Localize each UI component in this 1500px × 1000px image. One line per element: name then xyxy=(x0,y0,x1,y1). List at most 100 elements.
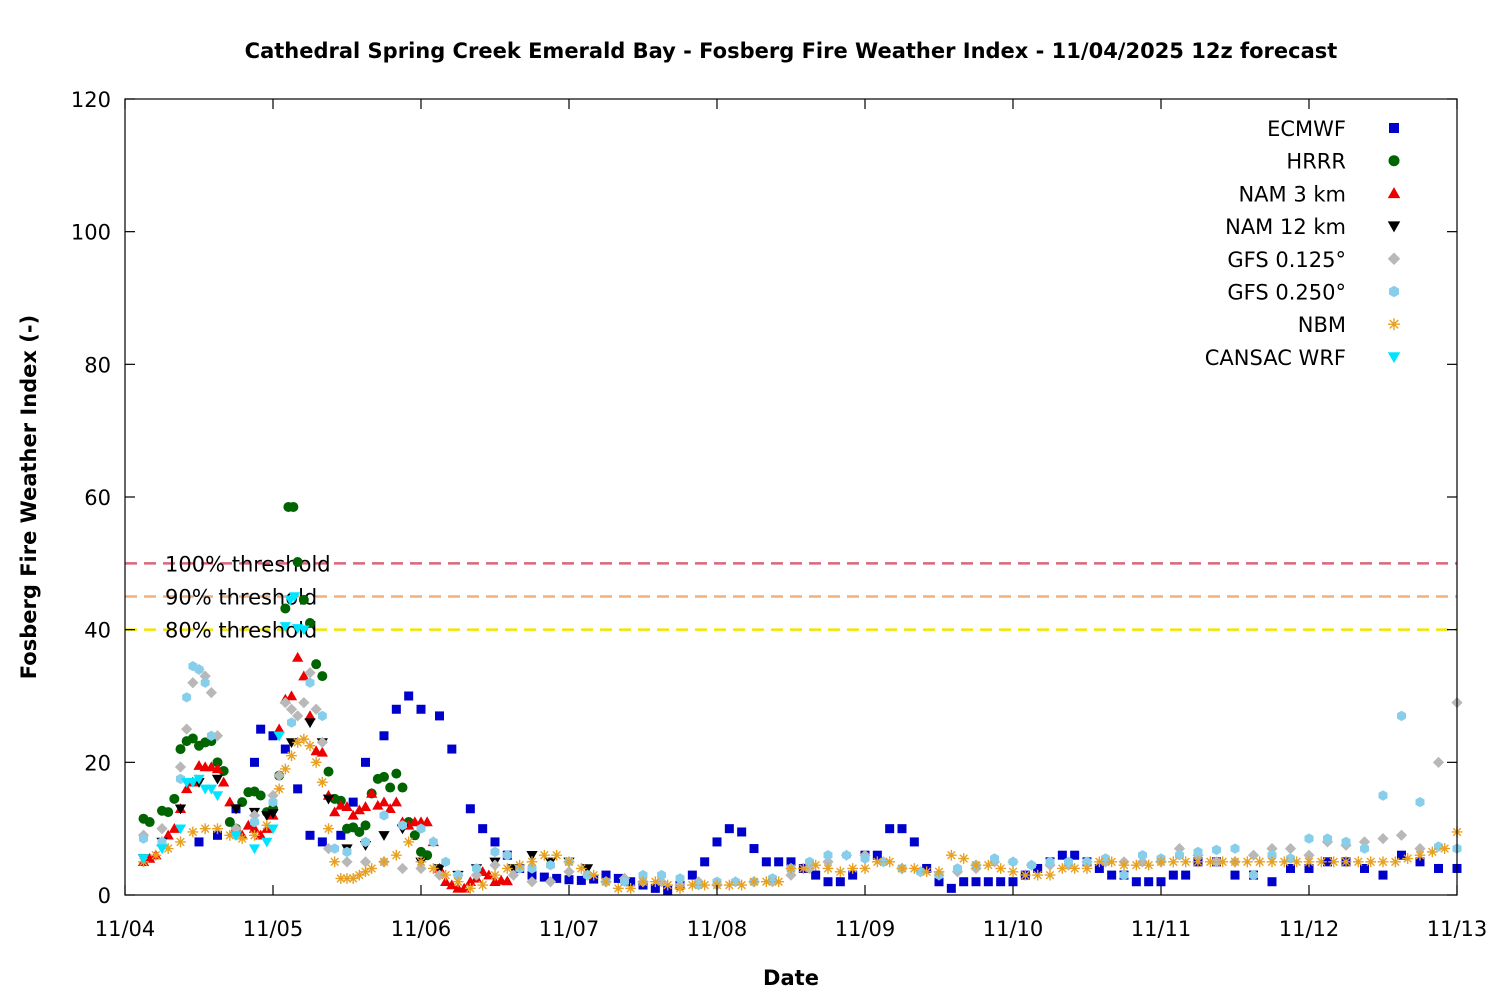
data-point xyxy=(218,765,229,776)
data-point xyxy=(1156,877,1166,887)
data-point xyxy=(230,831,242,841)
data-point xyxy=(341,856,353,868)
data-point xyxy=(563,856,575,868)
data-point xyxy=(1439,843,1451,854)
data-point xyxy=(305,830,315,840)
data-point xyxy=(341,801,353,811)
data-point xyxy=(916,866,925,877)
data-point xyxy=(465,804,475,814)
data-point xyxy=(316,736,328,749)
data-point xyxy=(1064,856,1073,867)
data-point xyxy=(236,833,248,845)
data-point xyxy=(847,863,859,874)
data-point xyxy=(1358,836,1371,848)
data-point xyxy=(248,844,261,855)
data-point xyxy=(564,875,574,885)
data-point xyxy=(390,796,402,807)
legend-label: NAM 3 km xyxy=(1238,182,1346,206)
data-point xyxy=(292,557,303,568)
data-point xyxy=(1303,849,1315,861)
data-point xyxy=(612,882,624,894)
data-point xyxy=(958,853,970,864)
legend-marker xyxy=(1387,252,1401,266)
data-point xyxy=(391,704,401,714)
data-point xyxy=(909,837,919,847)
data-point xyxy=(694,879,703,891)
data-point xyxy=(211,763,224,774)
data-point xyxy=(1192,856,1204,868)
data-point xyxy=(440,869,452,881)
data-point xyxy=(1119,869,1129,881)
data-point xyxy=(1008,877,1018,887)
data-point xyxy=(933,866,945,878)
data-point xyxy=(353,804,365,815)
data-point xyxy=(477,879,489,891)
data-point xyxy=(1315,856,1327,868)
data-point xyxy=(1397,710,1406,722)
axes-layer: 0 20 40 60 80 100 120 11/04 11/05 11/06 11/07 11/08… xyxy=(71,88,1487,941)
data-point xyxy=(174,804,187,815)
data-point xyxy=(268,797,278,808)
data-point xyxy=(261,811,273,822)
data-point xyxy=(842,850,851,861)
legend-label: NAM 12 km xyxy=(1225,215,1346,239)
data-point xyxy=(478,824,488,834)
data-point xyxy=(330,843,340,854)
data-point xyxy=(953,863,962,874)
data-point xyxy=(440,876,452,886)
data-point xyxy=(1241,856,1253,868)
data-point xyxy=(194,664,204,675)
data-point xyxy=(1395,829,1408,841)
x-tick-label: 11/06 xyxy=(391,917,452,941)
data-point xyxy=(268,731,278,741)
data-point xyxy=(298,697,310,709)
data-point xyxy=(1056,863,1068,874)
data-point xyxy=(311,659,322,670)
data-point xyxy=(176,773,185,785)
data-point xyxy=(1432,756,1445,768)
data-point xyxy=(501,863,513,874)
data-point xyxy=(1168,870,1178,880)
data-point xyxy=(514,859,526,871)
x-tick-label: 11/04 xyxy=(95,917,156,941)
data-point xyxy=(1434,863,1443,873)
data-point xyxy=(305,677,315,688)
data-point xyxy=(323,823,334,835)
data-point xyxy=(835,877,845,887)
data-point xyxy=(379,771,389,782)
data-point xyxy=(403,836,415,848)
y-tick-label: 80 xyxy=(84,353,111,377)
data-point xyxy=(224,829,236,841)
data-point xyxy=(249,829,260,841)
data-point xyxy=(736,879,748,891)
y-tick-label: 0 xyxy=(98,884,111,908)
data-point xyxy=(248,809,261,822)
data-point xyxy=(261,819,273,831)
data-point xyxy=(563,866,575,878)
data-point xyxy=(335,873,347,884)
series-cansac-wrf xyxy=(137,592,310,865)
data-point xyxy=(731,876,740,887)
data-point xyxy=(860,853,870,864)
data-point xyxy=(1044,869,1056,881)
data-point xyxy=(638,869,648,881)
data-point xyxy=(182,692,192,703)
data-point xyxy=(884,856,896,868)
data-point xyxy=(527,870,537,880)
data-point xyxy=(1323,833,1332,844)
data-point xyxy=(1057,850,1067,860)
data-point xyxy=(470,869,483,881)
data-point xyxy=(435,711,444,721)
data-point xyxy=(348,797,358,807)
data-point xyxy=(187,733,198,744)
data-point xyxy=(785,863,797,874)
data-point xyxy=(187,778,199,788)
data-point xyxy=(427,863,439,874)
data-point xyxy=(137,854,150,865)
data-point xyxy=(310,756,322,768)
data-point xyxy=(391,768,402,779)
data-point xyxy=(1106,856,1118,868)
data-point xyxy=(292,710,304,722)
data-point xyxy=(823,850,833,861)
